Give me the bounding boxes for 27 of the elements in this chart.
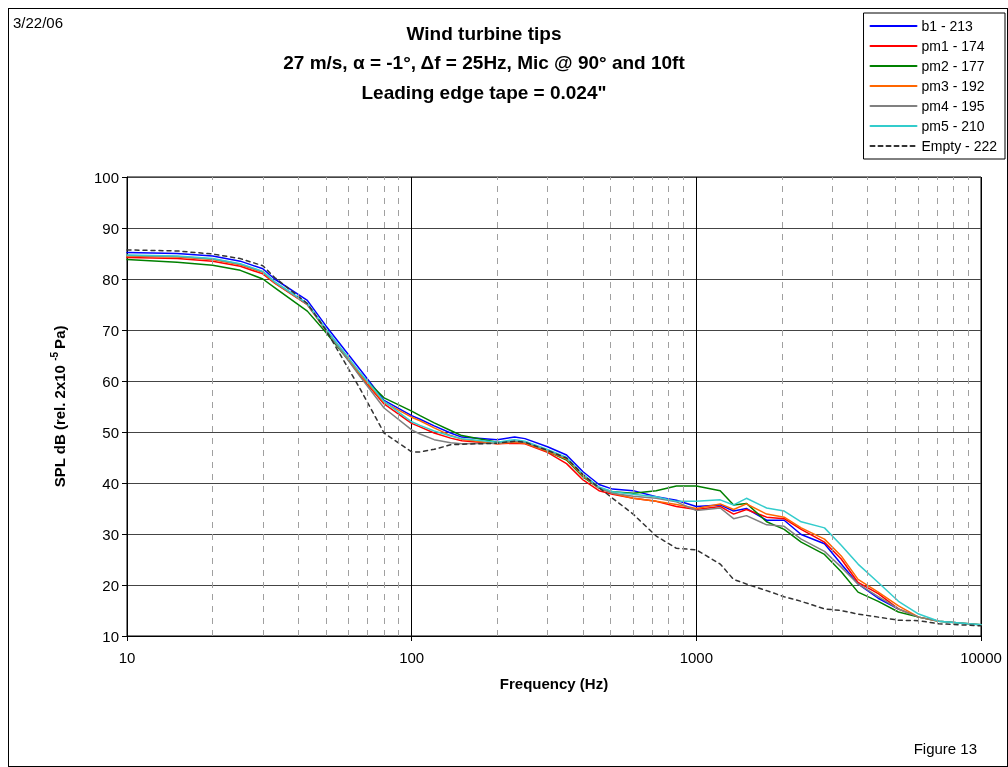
y-tick-label: 10 [102,627,119,645]
caption: Figure 13 [913,740,978,757]
x-tick-label: 10 [118,649,136,666]
x-tick-label: 10000 [960,649,1002,666]
x-tick-label: 100 [399,649,425,666]
y-tick-label: 20 [102,576,119,594]
legend-label: pm4 - 195 [921,98,985,114]
y-tick-label: 100 [93,168,119,186]
y-tick-label: 60 [102,372,119,390]
y-tick-label: 30 [102,525,119,543]
y-axis-title: SPL dB (rel. 2x10 -5Pa) [48,325,68,488]
y-tick-label: 90 [102,219,119,237]
legend-label: pm2 - 177 [921,58,985,74]
y-tick-label: 40 [102,474,119,492]
legend-label: pm1 - 174 [921,38,985,54]
legend-label: b1 - 213 [921,18,974,34]
text: 3/22/06 [13,14,64,31]
y-tick-label: 80 [102,270,119,288]
chart-title: Wind turbine tips [406,23,562,44]
legend-label: Empty - 222 [921,138,998,154]
y-tick-label: 50 [102,423,119,441]
legend-label: pm5 - 210 [921,118,985,134]
x-axis-title: Frequency (Hz) [499,675,609,692]
chart-subtitle: 27 m/s, α = -1°, Δf = 25Hz, Mic @ 90° and 10ft Leading edge tape = 0.024" [283,51,686,103]
legend-label: pm3 - 192 [921,78,985,94]
x-tick-label: 1000 [679,649,714,666]
y-tick-label: 70 [102,321,119,339]
